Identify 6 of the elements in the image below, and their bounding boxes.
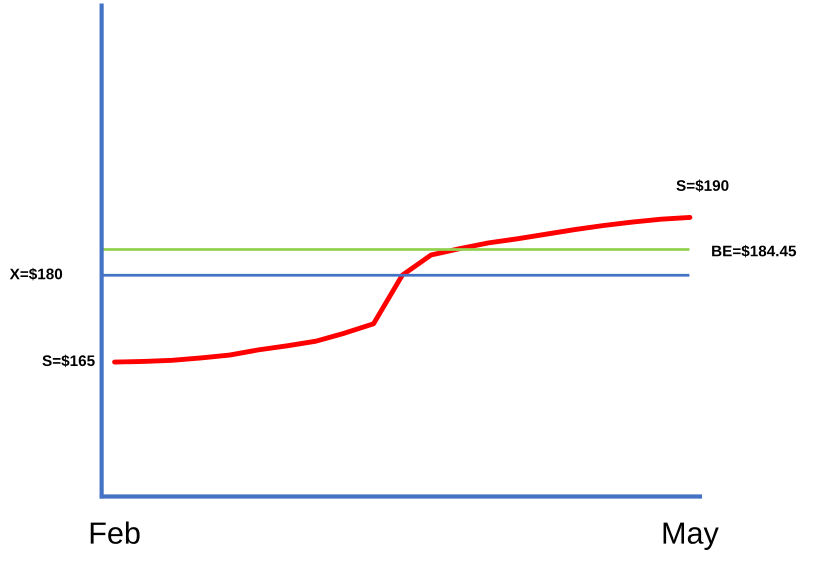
ref-line-label: BE=$184.45 xyxy=(712,244,796,258)
x-tick-label: Feb xyxy=(90,521,140,544)
x-tick-label: May xyxy=(664,522,719,550)
ref-line-label: X=$180 xyxy=(10,268,62,280)
data-label: S=$190 xyxy=(676,179,729,192)
data-label: S=$165 xyxy=(42,354,95,368)
